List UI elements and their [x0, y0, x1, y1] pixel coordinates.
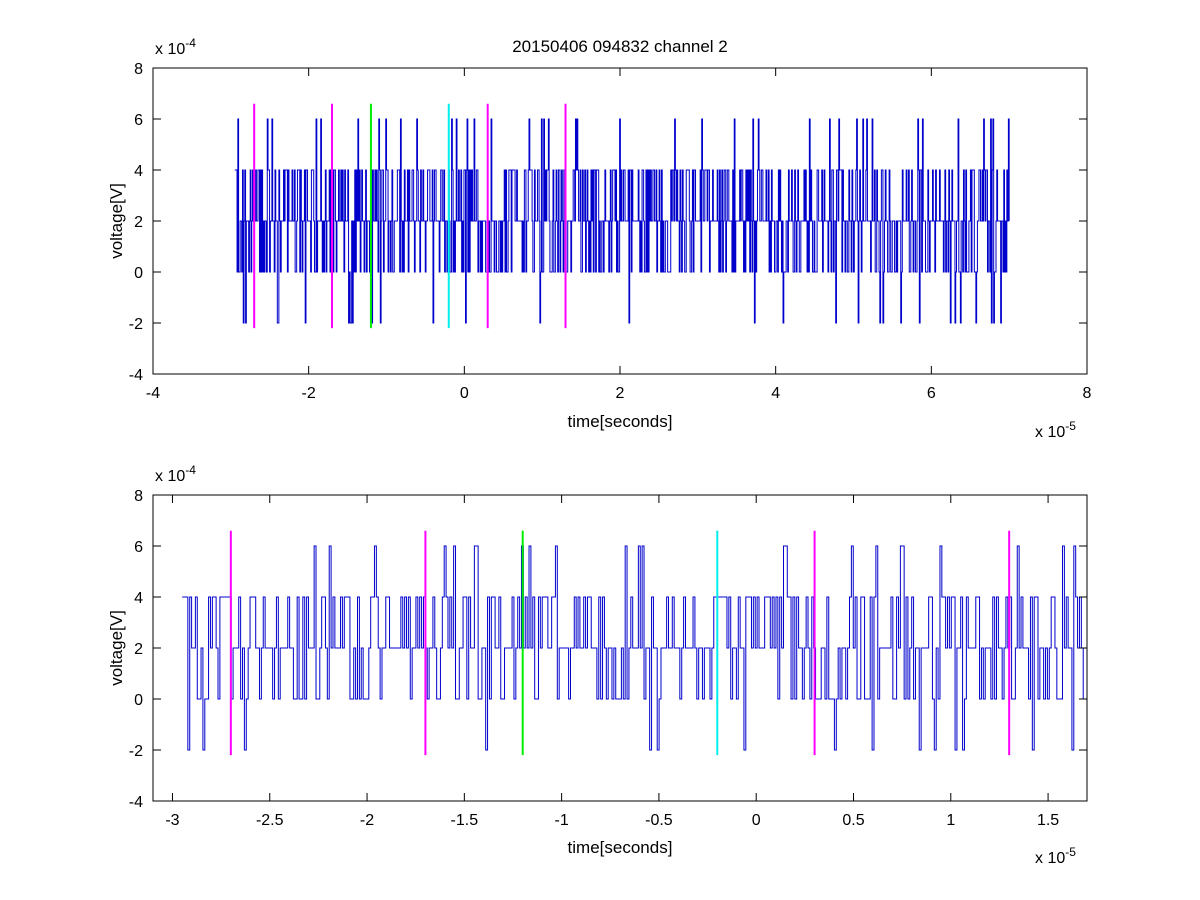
bottom-plot-x-tick-label: 0.5 [842, 812, 864, 829]
bottom-plot-x-exponent: x 10-5 [1035, 845, 1076, 867]
top-plot-x-tick-label: 6 [927, 385, 936, 402]
top-plot-y-tick-label: 2 [134, 214, 143, 231]
bottom-plot-markers-group [229, 530, 1011, 756]
bottom-plot-y-label: voltage[V] [107, 610, 126, 686]
bottom-plot-x-tick-label: 1 [946, 812, 955, 829]
top-plot-x-exponent: x 10-5 [1035, 419, 1076, 441]
top-plot-x-label: time[seconds] [568, 412, 673, 431]
bottom-plot-y-exponent-power: -4 [185, 463, 196, 477]
bottom-plot-x-tick-label: 1.5 [1037, 812, 1059, 829]
bottom-plot-x-tick-label: -2 [360, 812, 374, 829]
bottom-plot-x-ticks: -3 -2.5 -2 -1.5 -1 -0.5 0 0.5 1 1.5 [165, 495, 1059, 829]
bottom-plot-y-exponent-base: x 10 [155, 468, 185, 485]
top-plot-x-tick-label: 8 [1083, 385, 1092, 402]
bottom-plot-x-tick-label: -3 [165, 812, 179, 829]
bottom-plot-x-tick-label: 0 [752, 812, 761, 829]
top-plot-y-tick-label: 4 [134, 163, 143, 180]
top-plot-x-ticks: -4 -2 0 2 4 6 8 [146, 68, 1092, 402]
top-plot-x-tick-label: -4 [146, 385, 160, 402]
bottom-plot-y-tick-label: 6 [134, 539, 143, 556]
top-plot-y-exponent: x 10-4 [155, 36, 196, 58]
bottom-plot-x-tick-label: -2.5 [256, 812, 284, 829]
top-plot-y-tick-label: 0 [134, 265, 143, 282]
bottom-plot-signal-line [182, 545, 1087, 751]
top-plot-y-tick-label: 6 [134, 112, 143, 129]
top-plot-x-tick-label: 2 [616, 385, 625, 402]
top-plot-y-ticks: -4 -2 0 2 4 6 8 [129, 61, 1087, 384]
top-plot-x-tick-label: 4 [771, 385, 780, 402]
bottom-plot-y-tick-label: 4 [134, 590, 143, 607]
bottom-plot-y-tick-label: -4 [129, 794, 143, 811]
bottom-plot-y-tick-label: 0 [134, 692, 143, 709]
top-plot-signal-line [234, 118, 1010, 324]
top-plot-signal-group [234, 118, 1010, 324]
bottom-plot-x-tick-label: -1.5 [451, 812, 479, 829]
bottom-plot-y-exponent: x 10-4 [155, 463, 196, 485]
bottom-plot-y-ticks: -4 -2 0 2 4 6 8 [129, 488, 1087, 811]
top-plot-y-tick-label: 8 [134, 61, 143, 78]
bottom-plot-x-label: time[seconds] [568, 838, 673, 857]
top-plot-x-exponent-power: -5 [1065, 419, 1076, 433]
bottom-plot-y-tick-label: 2 [134, 641, 143, 658]
top-plot-y-tick-label: -4 [129, 367, 143, 384]
top-plot-x-tick-label: -2 [302, 385, 316, 402]
top-plot: -4 -2 0 2 4 6 8 -4 -2 0 2 4 6 8 time[seconds] voltag… [107, 36, 1092, 441]
top-plot-y-exponent-power: -4 [185, 36, 196, 50]
bottom-plot: -3 -2.5 -2 -1.5 -1 -0.5 0 0.5 1 1.5 -4 -2 0 2 4 6 8 tim… [107, 463, 1088, 867]
top-plot-x-exponent-base: x 10 [1035, 424, 1065, 441]
bottom-plot-signal-group [182, 545, 1087, 751]
bottom-plot-x-exponent-power: -5 [1065, 845, 1076, 859]
bottom-plot-x-tick-label: -1 [555, 812, 569, 829]
bottom-plot-y-tick-label: 8 [134, 488, 143, 505]
figure-title: 20150406 094832 channel 2 [512, 37, 728, 56]
top-plot-markers-group [253, 103, 567, 329]
top-plot-y-tick-label: -2 [129, 316, 143, 333]
top-plot-y-exponent-base: x 10 [155, 41, 185, 58]
bottom-plot-x-tick-label: -0.5 [645, 812, 673, 829]
top-plot-x-tick-label: 0 [460, 385, 469, 402]
bottom-plot-y-tick-label: -2 [129, 743, 143, 760]
bottom-plot-x-exponent-base: x 10 [1035, 850, 1065, 867]
top-plot-y-label: voltage[V] [107, 183, 126, 259]
